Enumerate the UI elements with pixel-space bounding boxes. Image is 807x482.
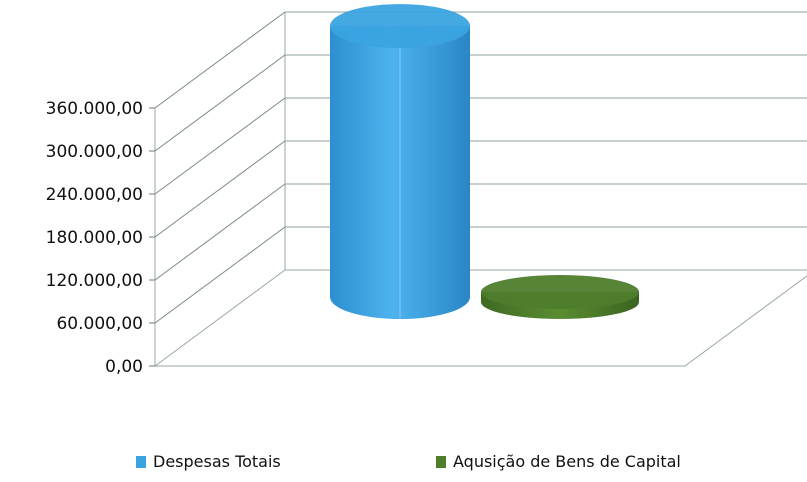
legend-label: Aqusição de Bens de Capital <box>453 452 681 471</box>
y-tick-label: 240.000,00 <box>46 185 143 205</box>
legend-item-aquisicao-bens-capital: Aqusição de Bens de Capital <box>436 452 681 471</box>
legend-swatch <box>136 455 146 468</box>
bar-top <box>330 4 470 49</box>
bars <box>330 4 639 319</box>
gridline-side <box>154 226 286 324</box>
y-tick-label: 60.000,00 <box>56 314 143 334</box>
legend-item-despesas-totais: Despesas Totais <box>136 452 281 471</box>
legend-swatch <box>436 455 446 468</box>
bar-aquisicao-bens-capital <box>481 275 639 319</box>
y-tick-label: 180.000,00 <box>46 228 143 248</box>
gridline-side <box>154 140 286 238</box>
chart-floor <box>153 269 807 367</box>
gridline-side <box>154 54 286 152</box>
gridline-side <box>154 11 286 109</box>
legend-label: Despesas Totais <box>153 452 281 471</box>
y-tick-label: 360.000,00 <box>46 99 143 119</box>
y-tick-label: 0,00 <box>105 357 143 377</box>
gridline-side <box>154 183 286 281</box>
y-tick-label: 300.000,00 <box>46 142 143 162</box>
y-tick-label: 120.000,00 <box>46 271 143 291</box>
chart-frame <box>153 12 807 367</box>
gridline-side <box>154 97 286 195</box>
bar-top <box>481 275 639 309</box>
bar-despesas-totais <box>330 4 470 319</box>
legend: Despesas Totais Aqusição de Bens de Capi… <box>0 452 807 476</box>
